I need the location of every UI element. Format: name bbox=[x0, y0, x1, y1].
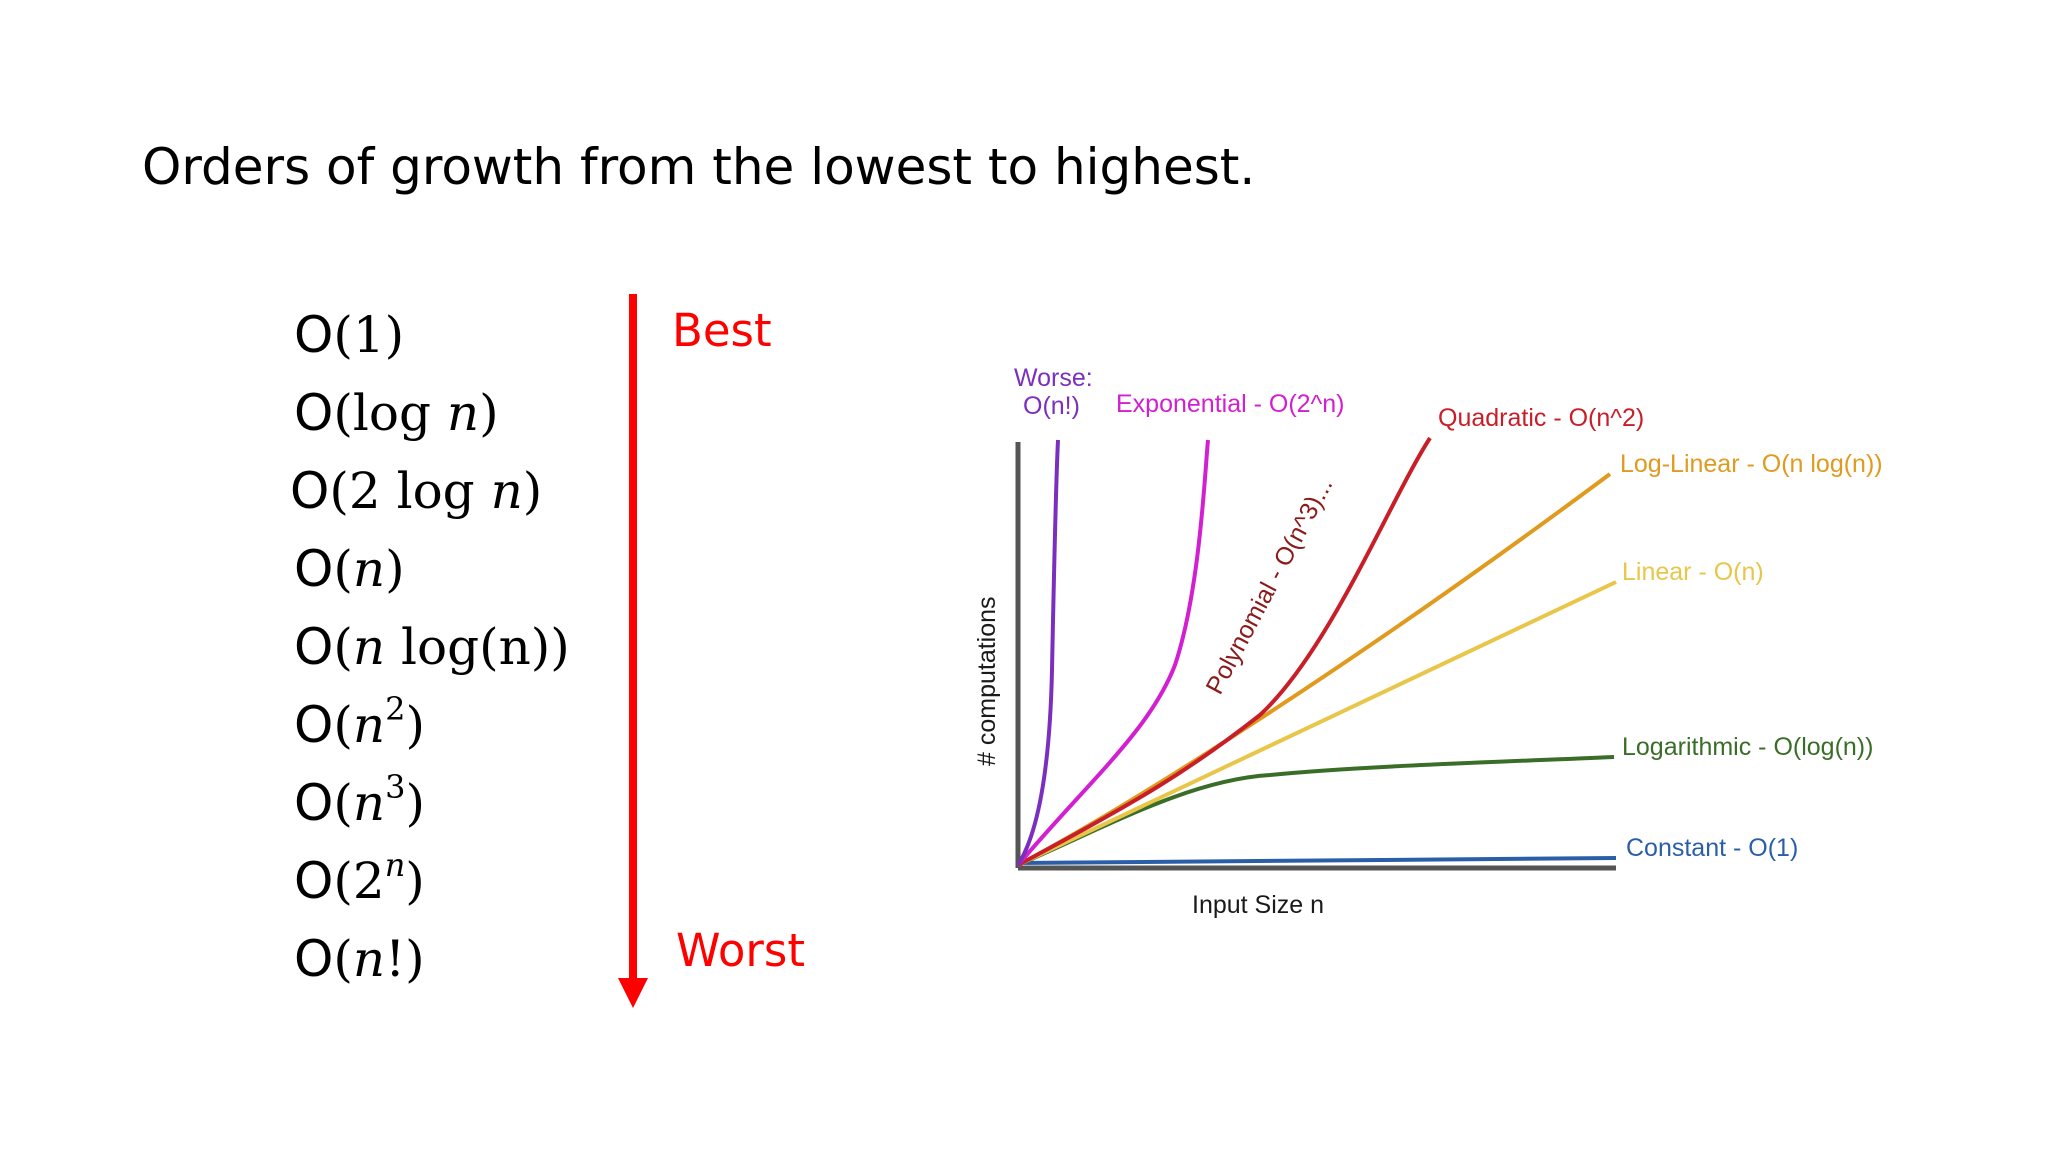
label-polynomial: Polynomial - O(n^3)... bbox=[1201, 473, 1339, 699]
label-worse: Worse: bbox=[1014, 364, 1093, 392]
curve-logarithmic bbox=[1017, 755, 1615, 867]
order-item: O(n2) bbox=[294, 690, 425, 754]
order-item: O(2n) bbox=[294, 846, 425, 910]
order-item: O(log n) bbox=[294, 384, 499, 442]
curve-factorial bbox=[1016, 439, 1060, 867]
growth-chart: Worse: O(n!) Exponential - O(2^n) Polyno… bbox=[973, 364, 1883, 919]
best-label: Best bbox=[672, 304, 772, 357]
order-item: O(1) bbox=[294, 306, 405, 364]
label-quadratic: Quadratic - O(n^2) bbox=[1438, 404, 1644, 432]
curve-exponential bbox=[1016, 439, 1210, 867]
order-item: O(n log(n)) bbox=[294, 618, 570, 676]
worst-label: Worst bbox=[676, 924, 805, 977]
label-logarithmic: Logarithmic - O(log(n)) bbox=[1622, 733, 1873, 761]
y-axis-label: # computations bbox=[973, 596, 1001, 766]
label-loglinear: Log-Linear - O(n log(n)) bbox=[1620, 450, 1883, 478]
curve-loglinear bbox=[1017, 472, 1612, 867]
order-item: O(n) bbox=[294, 540, 405, 598]
curve-quadratic bbox=[1017, 436, 1432, 867]
order-item: O(2 log n) bbox=[290, 462, 543, 520]
order-item: O(n3) bbox=[294, 768, 425, 832]
label-exponential: Exponential - O(2^n) bbox=[1116, 390, 1345, 418]
order-item: O(n!) bbox=[294, 930, 425, 988]
curve-linear bbox=[1017, 580, 1617, 867]
slide-title: Orders of growth from the lowest to high… bbox=[142, 138, 1256, 196]
best-to-worst-arrow bbox=[618, 294, 648, 1008]
arrow-head bbox=[618, 978, 648, 1008]
label-factorial: O(n!) bbox=[1023, 392, 1080, 420]
label-constant: Constant - O(1) bbox=[1626, 834, 1798, 862]
label-linear: Linear - O(n) bbox=[1622, 558, 1764, 586]
curve-constant bbox=[1017, 856, 1617, 865]
x-axis-label: Input Size n bbox=[1192, 891, 1324, 919]
